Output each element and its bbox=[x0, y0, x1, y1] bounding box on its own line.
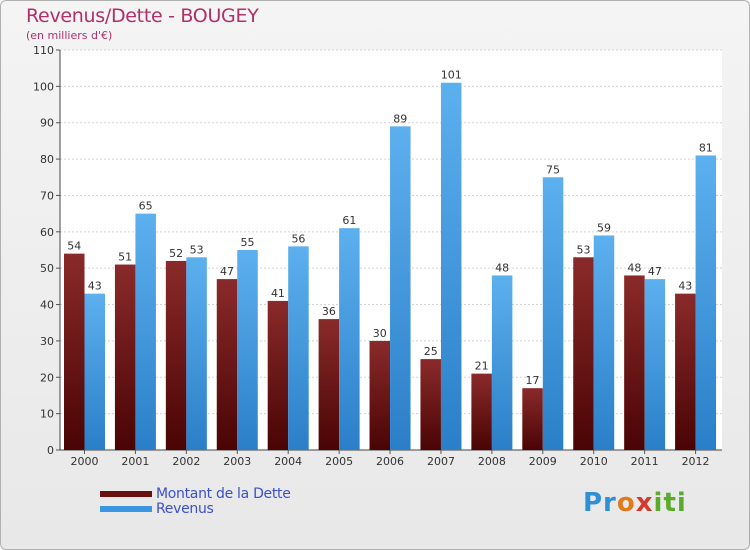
x-tick-label-2012: 2012 bbox=[682, 455, 710, 468]
y-tick-label: 70 bbox=[40, 189, 54, 202]
data-label-debt-2004: 41 bbox=[271, 287, 285, 300]
legend: Montant de la Dette Revenus bbox=[100, 485, 291, 517]
data-label-debt-2006: 30 bbox=[373, 327, 387, 340]
bar-debt-2009 bbox=[522, 388, 543, 450]
x-tick-label-2003: 2003 bbox=[223, 455, 251, 468]
bar-debt-2006 bbox=[369, 340, 391, 450]
logo-part-1: Pr bbox=[583, 488, 617, 518]
y-tick-label: 100 bbox=[33, 80, 54, 93]
data-label-revenue-2008: 48 bbox=[495, 261, 509, 274]
x-tick-label-2005: 2005 bbox=[325, 455, 353, 468]
data-label-debt-2012: 43 bbox=[678, 280, 692, 293]
bar-revenue-2012 bbox=[695, 155, 717, 451]
bar-debt-2001 bbox=[114, 264, 136, 450]
bar-debt-2003 bbox=[216, 279, 238, 450]
data-label-revenue-2012: 81 bbox=[699, 141, 713, 154]
bar-debt-2011 bbox=[624, 275, 645, 450]
chart-title: Revenus/Dette - BOUGEY bbox=[26, 5, 259, 27]
x-tick-label-2007: 2007 bbox=[427, 455, 455, 468]
x-tick-label-2004: 2004 bbox=[274, 455, 302, 468]
bar-revenue-2001 bbox=[135, 213, 156, 450]
bar-revenue-2000 bbox=[84, 293, 105, 450]
data-label-revenue-2009: 75 bbox=[546, 163, 560, 176]
bar-debt-2008 bbox=[471, 373, 492, 450]
y-tick-label: 110 bbox=[33, 44, 54, 57]
bar-revenue-2009 bbox=[542, 177, 564, 451]
data-label-debt-2010: 53 bbox=[576, 243, 590, 256]
data-label-debt-2008: 21 bbox=[475, 360, 489, 373]
bar-revenue-2008 bbox=[491, 275, 513, 450]
legend-label-debt: Montant de la Dette bbox=[156, 485, 291, 502]
data-label-revenue-2005: 61 bbox=[342, 214, 356, 227]
y-tick-label: 30 bbox=[40, 335, 54, 348]
legend-item-debt: Montant de la Dette bbox=[100, 485, 291, 502]
y-tick-label: 90 bbox=[40, 117, 54, 130]
proxiti-logo: Proxiti bbox=[583, 488, 687, 518]
data-label-debt-2001: 51 bbox=[118, 251, 132, 264]
x-tick-label-2008: 2008 bbox=[478, 455, 506, 468]
data-label-debt-2011: 48 bbox=[627, 261, 641, 274]
x-tick-label-2000: 2000 bbox=[71, 455, 99, 468]
data-label-debt-2005: 36 bbox=[322, 305, 336, 318]
data-label-revenue-2006: 89 bbox=[393, 112, 407, 125]
logo-part-3: x bbox=[635, 488, 654, 518]
legend-label-revenue: Revenus bbox=[156, 500, 214, 517]
y-tick-label: 80 bbox=[40, 153, 54, 166]
data-label-debt-2007: 25 bbox=[424, 345, 438, 358]
x-tick-label-2006: 2006 bbox=[376, 455, 404, 468]
bar-revenue-2002 bbox=[186, 257, 207, 450]
bar-debt-2012 bbox=[675, 293, 696, 450]
y-tick-label: 50 bbox=[40, 262, 54, 275]
x-tick-label-2002: 2002 bbox=[172, 455, 200, 468]
x-tick-label-2011: 2011 bbox=[631, 455, 659, 468]
data-label-revenue-2002: 53 bbox=[190, 243, 204, 256]
bar-revenue-2006 bbox=[390, 126, 411, 450]
y-tick-label: 0 bbox=[47, 444, 54, 457]
data-label-debt-2000: 54 bbox=[67, 240, 81, 253]
bar-revenue-2011 bbox=[644, 279, 666, 450]
bar-revenue-2003 bbox=[237, 250, 258, 450]
y-tick-label: 10 bbox=[40, 408, 54, 421]
data-label-revenue-2007: 101 bbox=[441, 69, 462, 82]
data-label-revenue-2000: 43 bbox=[88, 280, 102, 293]
bar-debt-2005 bbox=[318, 319, 340, 450]
y-tick-label: 60 bbox=[40, 226, 54, 239]
bar-debt-2002 bbox=[165, 260, 187, 450]
data-label-debt-2009: 17 bbox=[526, 374, 540, 387]
logo-part-2: o bbox=[616, 488, 636, 518]
y-tick-label: 20 bbox=[40, 371, 54, 384]
data-label-debt-2002: 52 bbox=[169, 247, 183, 260]
x-tick-label-2001: 2001 bbox=[121, 455, 149, 468]
bar-debt-2000 bbox=[64, 253, 85, 450]
legend-swatch-debt bbox=[100, 490, 152, 497]
bar-debt-2007 bbox=[420, 359, 441, 450]
bar-debt-2004 bbox=[267, 300, 289, 450]
data-label-revenue-2004: 56 bbox=[291, 232, 305, 245]
bar-revenue-2010 bbox=[593, 235, 615, 450]
data-label-revenue-2003: 55 bbox=[241, 236, 255, 249]
x-tick-label-2009: 2009 bbox=[529, 455, 557, 468]
y-tick-label: 40 bbox=[40, 299, 54, 312]
data-label-debt-2003: 47 bbox=[220, 265, 234, 278]
chart-subtitle: (en milliers d'€) bbox=[26, 29, 113, 42]
logo-part-4: iti bbox=[653, 488, 687, 518]
bar-debt-2010 bbox=[573, 257, 594, 450]
bar-revenue-2005 bbox=[339, 228, 360, 450]
legend-item-revenue: Revenus bbox=[100, 500, 291, 517]
bar-revenue-2007 bbox=[440, 82, 462, 451]
data-label-revenue-2010: 59 bbox=[597, 221, 611, 234]
legend-swatch-revenue bbox=[100, 505, 152, 512]
bar-revenue-2004 bbox=[288, 246, 309, 450]
data-label-revenue-2001: 65 bbox=[139, 200, 153, 213]
data-label-revenue-2011: 47 bbox=[648, 265, 662, 278]
x-tick-label-2010: 2010 bbox=[580, 455, 608, 468]
